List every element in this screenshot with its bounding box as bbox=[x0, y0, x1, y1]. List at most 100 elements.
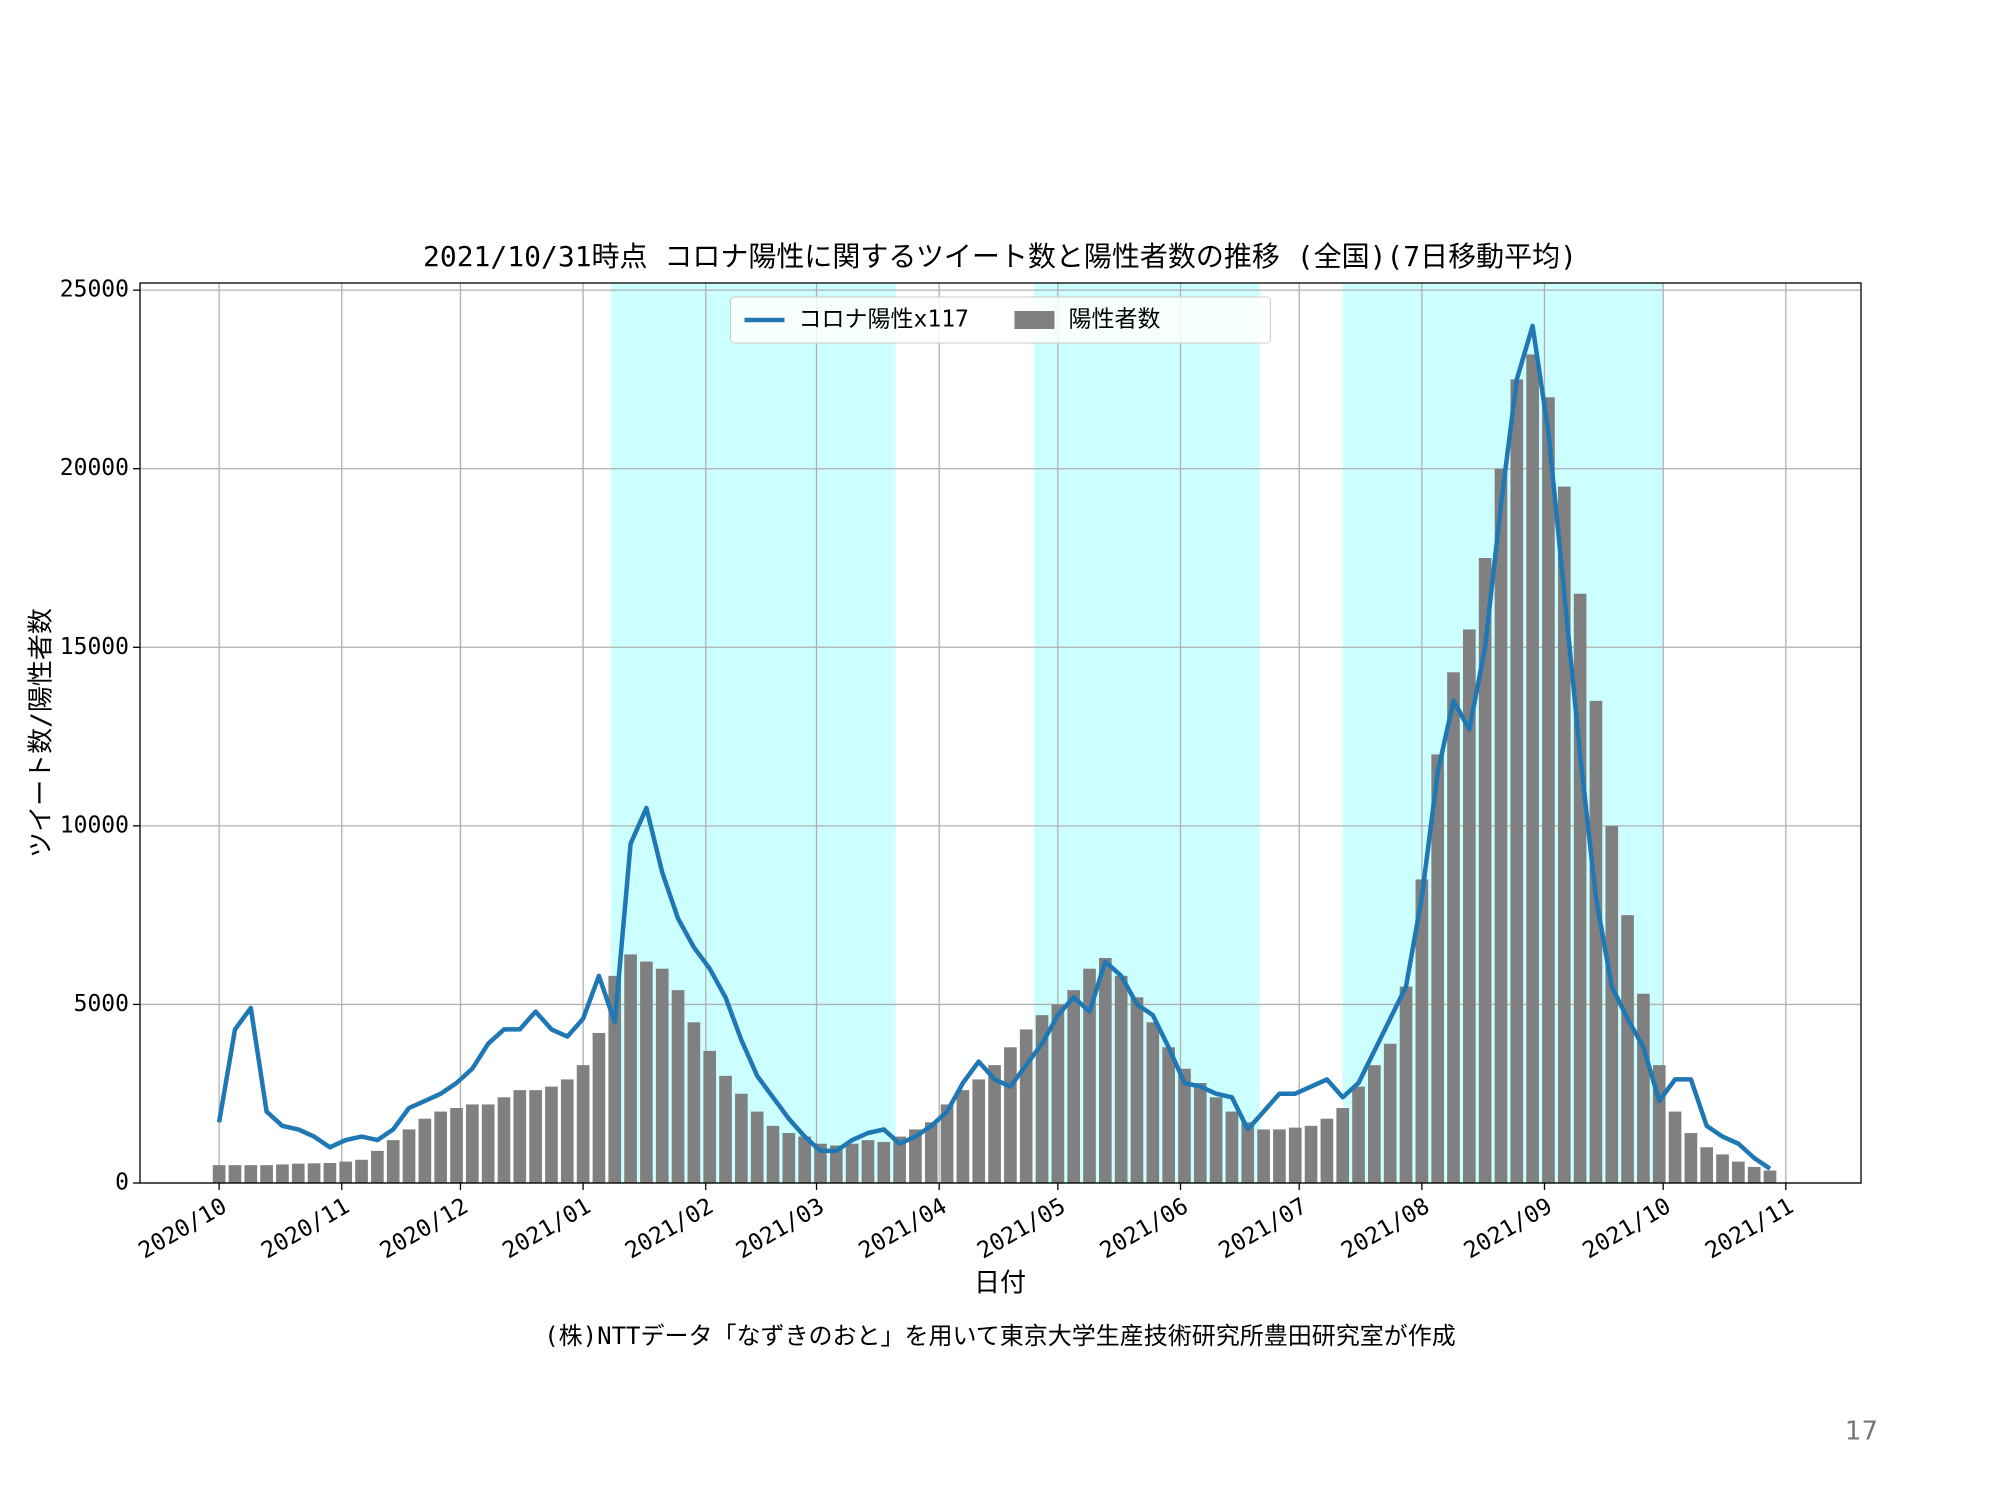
bar bbox=[434, 1111, 448, 1183]
bar bbox=[1162, 1047, 1175, 1183]
bar bbox=[371, 1150, 384, 1183]
plot-frame bbox=[139, 282, 1862, 1184]
x-tick-label: 2021/05 bbox=[973, 1193, 1070, 1264]
bar bbox=[260, 1165, 273, 1183]
bar bbox=[276, 1164, 289, 1183]
bar bbox=[1273, 1129, 1286, 1183]
bar bbox=[1257, 1129, 1270, 1183]
bar bbox=[1462, 629, 1476, 1183]
bar bbox=[212, 1165, 226, 1183]
bar bbox=[829, 1145, 843, 1183]
bar bbox=[655, 968, 669, 1183]
legend-swatch bbox=[1014, 311, 1055, 329]
bar bbox=[798, 1136, 811, 1183]
y-tick-label: 15000 bbox=[60, 634, 129, 660]
bar bbox=[1019, 1029, 1033, 1183]
bar bbox=[909, 1129, 922, 1183]
bar bbox=[1004, 1047, 1017, 1183]
bar bbox=[1288, 1127, 1302, 1183]
bar bbox=[1241, 1122, 1255, 1183]
bar bbox=[1621, 915, 1634, 1183]
bar bbox=[244, 1165, 258, 1183]
bar bbox=[766, 1125, 780, 1183]
bar bbox=[1526, 354, 1539, 1183]
bar bbox=[592, 1033, 606, 1183]
bar bbox=[560, 1079, 574, 1183]
bar bbox=[956, 1090, 970, 1183]
bar bbox=[1035, 1015, 1049, 1183]
bar bbox=[1668, 1111, 1682, 1183]
x-tick-label: 2020/12 bbox=[376, 1193, 473, 1264]
bar bbox=[1763, 1170, 1777, 1183]
bar bbox=[877, 1141, 891, 1183]
legend-box bbox=[730, 296, 1271, 344]
bar bbox=[402, 1129, 416, 1183]
bar bbox=[529, 1090, 542, 1183]
bar bbox=[513, 1090, 527, 1183]
bar bbox=[1716, 1154, 1729, 1183]
bar bbox=[750, 1111, 764, 1183]
x-tick-label: 2021/08 bbox=[1337, 1193, 1434, 1264]
bar bbox=[893, 1136, 906, 1183]
bar bbox=[1336, 1108, 1350, 1183]
bar bbox=[782, 1133, 796, 1183]
x-tick-label: 2021/02 bbox=[621, 1193, 718, 1264]
y-tick-label: 10000 bbox=[60, 812, 129, 838]
bar bbox=[640, 961, 653, 1183]
y-tick-label: 0 bbox=[115, 1170, 129, 1196]
caption: (株)NTTデータ「なずきのおと」を用いて東京大学生産技術研究所豊田研究室が作成 bbox=[544, 1322, 1456, 1350]
bar bbox=[1099, 958, 1112, 1183]
y-axis-label: ツイート数/陽性者数 bbox=[27, 608, 57, 858]
bar bbox=[861, 1140, 875, 1183]
bar bbox=[1320, 1118, 1334, 1183]
bar bbox=[386, 1140, 400, 1183]
x-tick-label: 2021/01 bbox=[498, 1193, 595, 1264]
bar bbox=[1732, 1161, 1745, 1183]
y-tick-label: 5000 bbox=[74, 991, 129, 1017]
y-tick-label: 25000 bbox=[60, 277, 129, 303]
bar bbox=[814, 1143, 827, 1183]
bar bbox=[291, 1163, 305, 1183]
shaded-span bbox=[610, 283, 896, 1183]
bar bbox=[1605, 825, 1619, 1183]
bar bbox=[1304, 1125, 1318, 1183]
bar bbox=[1573, 593, 1587, 1183]
bar bbox=[608, 975, 622, 1183]
bar bbox=[466, 1104, 479, 1183]
bar bbox=[1637, 993, 1650, 1183]
bar bbox=[687, 1022, 701, 1183]
bar bbox=[940, 1104, 954, 1183]
bar bbox=[1209, 1097, 1223, 1183]
bar bbox=[1067, 990, 1081, 1183]
bar bbox=[1368, 1065, 1381, 1183]
bar bbox=[323, 1163, 337, 1183]
bar bbox=[1146, 1022, 1160, 1183]
bar bbox=[1083, 968, 1096, 1183]
bar bbox=[624, 954, 637, 1183]
bar bbox=[1130, 997, 1144, 1183]
x-tick-label: 2021/03 bbox=[732, 1193, 829, 1264]
bar bbox=[1510, 379, 1524, 1183]
bar bbox=[1193, 1083, 1207, 1183]
bar bbox=[1415, 879, 1429, 1183]
x-tick-label: 2021/06 bbox=[1096, 1193, 1193, 1264]
x-tick-label: 2021/10 bbox=[1578, 1193, 1675, 1264]
bar bbox=[1700, 1147, 1714, 1183]
bar bbox=[1399, 986, 1413, 1183]
bar bbox=[1051, 1004, 1065, 1183]
bar bbox=[481, 1104, 495, 1183]
bar bbox=[1542, 397, 1555, 1183]
bar bbox=[339, 1161, 353, 1183]
bar bbox=[1178, 1068, 1191, 1183]
bar bbox=[671, 990, 685, 1183]
bar bbox=[450, 1108, 463, 1183]
legend-label: 陽性者数 bbox=[1069, 307, 1161, 333]
bar bbox=[1114, 975, 1128, 1183]
bar bbox=[703, 1050, 717, 1183]
x-tick-label: 2021/11 bbox=[1701, 1193, 1798, 1264]
x-tick-label: 2021/07 bbox=[1215, 1193, 1312, 1264]
bar bbox=[972, 1079, 986, 1183]
bar bbox=[1352, 1086, 1365, 1183]
bar bbox=[1431, 754, 1445, 1183]
